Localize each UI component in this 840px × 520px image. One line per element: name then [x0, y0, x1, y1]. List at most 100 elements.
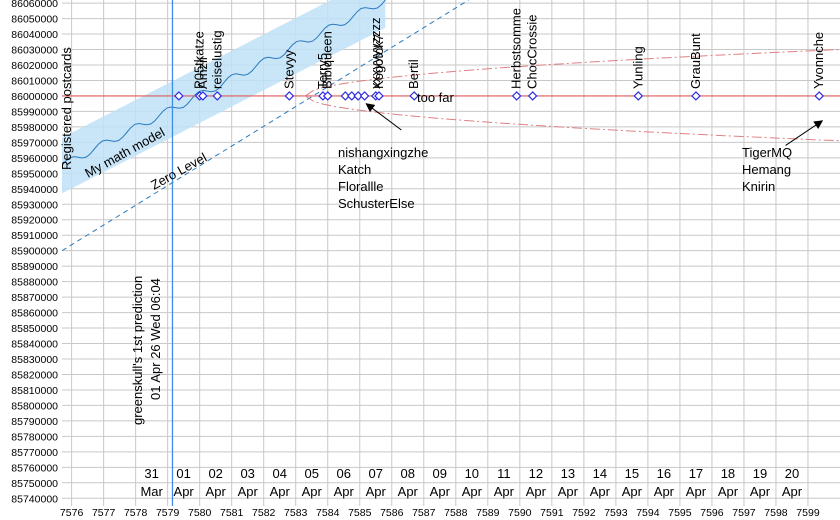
point-label: Yvonnche: [811, 32, 826, 89]
x-tick-label: 7584: [316, 507, 340, 519]
point-label: GrauBunt: [688, 33, 703, 89]
zero-level-line: [62, 0, 469, 252]
data-point: [212, 91, 223, 101]
date-day-label: 01: [176, 466, 190, 481]
too-far-label: too far: [417, 90, 455, 105]
date-day-label: 03: [240, 466, 254, 481]
y-tick-label: 85940000: [11, 184, 58, 196]
y-tick-label: 85970000: [11, 137, 58, 149]
date-month-label: Apr: [206, 484, 227, 499]
x-tick-label: 7585: [348, 507, 372, 519]
data-point: [340, 91, 351, 101]
y-tick-label: 85800000: [11, 400, 58, 412]
x-tick-label: 7587: [412, 507, 436, 519]
point-label: ChocCrossie: [525, 15, 540, 89]
point-label: Terry5: [315, 53, 330, 89]
x-tick-label: 7582: [252, 507, 276, 519]
date-month-label: Apr: [366, 484, 387, 499]
date-day-label: 15: [625, 466, 639, 481]
date-day-label: 09: [433, 466, 447, 481]
x-tick-label: 7598: [764, 507, 788, 519]
data-point: [374, 91, 384, 101]
x-tick-label: 7592: [572, 507, 596, 519]
y-tick-label: 85960000: [11, 153, 58, 165]
date-month-label: Apr: [398, 484, 419, 499]
y-tick-label: 85990000: [11, 106, 58, 118]
upper-curve: [305, 49, 840, 97]
date-day-label: 12: [529, 466, 543, 481]
x-tick-label: 7577: [92, 507, 116, 519]
date-day-label: 16: [657, 466, 671, 481]
x-tick-label: 7589: [476, 507, 500, 519]
data-point: [174, 91, 184, 101]
date-day-label: 31: [144, 466, 158, 481]
date-month-label: Apr: [558, 484, 579, 499]
date-month-label: Mar: [140, 484, 163, 499]
y-tick-label: 85850000: [11, 323, 58, 335]
y-tick-label: 86060000: [11, 0, 58, 10]
y-tick-label: 85900000: [11, 246, 58, 258]
y-tick-label: 85930000: [11, 199, 58, 211]
x-tick-label: 7576: [60, 507, 84, 519]
date-month-label: Apr: [270, 484, 291, 499]
y-tick-label: 85980000: [11, 122, 58, 134]
y-tick-label: 85880000: [11, 277, 58, 289]
y-tick-label: 85920000: [11, 215, 58, 227]
y-tick-label: 85790000: [11, 416, 58, 428]
y-tick-label: 86010000: [11, 75, 58, 87]
date-day-label: 18: [721, 466, 735, 481]
data-point: [511, 91, 522, 101]
group-left-name: Katch: [338, 162, 371, 177]
date-month-label: Apr: [174, 484, 195, 499]
y-tick-label: 85910000: [11, 230, 58, 242]
date-month-label: Apr: [302, 484, 323, 499]
date-month-label: Apr: [718, 484, 739, 499]
y-tick-label: 85860000: [11, 308, 58, 320]
x-tick-label: 7581: [220, 507, 244, 519]
date-day-label: 11: [497, 466, 511, 481]
date-day-label: 05: [304, 466, 318, 481]
x-tick-label: 7596: [700, 507, 724, 519]
x-tick-label: 7594: [636, 507, 660, 519]
y-tick-label: 86040000: [11, 29, 58, 41]
y-tick-label: 85890000: [11, 261, 58, 273]
date-day-label: 08: [401, 466, 415, 481]
data-point: [527, 91, 538, 101]
point-label: P05tkatze: [192, 31, 207, 89]
y-tick-label: 86050000: [11, 14, 58, 26]
x-tick-label: 7579: [156, 507, 180, 519]
y-tick-label: 86030000: [11, 45, 58, 57]
prediction-label-2: 01 Apr 26 Wed 06:04: [148, 278, 163, 400]
data-point: [409, 91, 420, 101]
date-month-label: Apr: [334, 484, 355, 499]
group-left-name: nishangxingzhe: [338, 145, 428, 160]
y-tick-label: 85770000: [11, 447, 58, 459]
x-tick-label: 7595: [668, 507, 692, 519]
date-day-label: 07: [369, 466, 383, 481]
x-tick-label: 7591: [540, 507, 564, 519]
date-day-label: 14: [593, 466, 607, 481]
date-month-label: Apr: [590, 484, 611, 499]
y-tick-label: 86000000: [11, 91, 58, 103]
group-left-name: Florallle: [338, 179, 384, 194]
y-tick-label: 85810000: [11, 385, 58, 397]
data-point: [633, 91, 644, 101]
data-point: [359, 91, 370, 101]
date-month-label: Apr: [526, 484, 547, 499]
data-point: [353, 91, 364, 101]
y-tick-label: 86020000: [11, 60, 58, 72]
date-day-label: 06: [337, 466, 351, 481]
date-day-label: 17: [689, 466, 703, 481]
group-right-name: Hemang: [742, 162, 791, 177]
prediction-label-1: greenskull's 1st prediction: [130, 276, 145, 425]
date-day-label: 10: [465, 466, 479, 481]
group-left-arrow: [365, 103, 402, 131]
date-month-label: Apr: [462, 484, 483, 499]
date-day-label: 04: [272, 466, 286, 481]
x-tick-label: 7588: [444, 507, 468, 519]
group-right-arrow: [785, 120, 824, 146]
group-right-name: TigerMQ: [742, 145, 792, 160]
grid: [62, 0, 840, 506]
y-tick-label: 85750000: [11, 478, 58, 490]
